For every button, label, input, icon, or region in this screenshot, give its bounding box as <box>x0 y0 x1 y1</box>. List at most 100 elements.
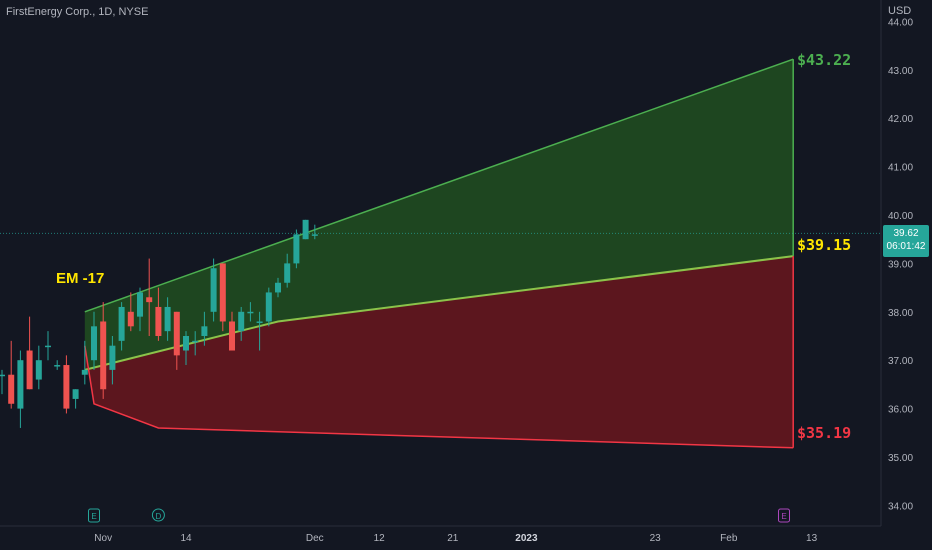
price-axis[interactable]: 34.00 35.00 36.00 37.00 38.00 39.00 40.00 41.00… <box>888 17 913 512</box>
candle <box>137 287 143 332</box>
x-tick-label: Dec <box>306 533 324 544</box>
candle <box>284 253 291 288</box>
candles-group <box>0 219 318 428</box>
candle-body <box>17 360 24 409</box>
candle <box>100 302 107 399</box>
candle-body <box>201 326 208 336</box>
y-tick-label: 42.00 <box>888 114 913 125</box>
candle-body <box>219 263 226 322</box>
candle <box>192 331 199 356</box>
mid-band-line <box>84 255 794 371</box>
y-tick-label: 43.00 <box>888 66 913 77</box>
event-marker[interactable]: E <box>88 508 100 523</box>
candle <box>17 350 24 428</box>
y-tick-label: 38.00 <box>888 308 913 319</box>
candle-body <box>192 340 199 343</box>
x-tick-label: 23 <box>650 533 662 544</box>
candle <box>275 277 281 298</box>
x-tick-label: 2023 <box>515 533 538 544</box>
candle <box>219 263 226 332</box>
last-price-tag: 39.62 06:01:42 <box>883 225 929 257</box>
candle <box>302 219 309 240</box>
candle-body <box>63 365 70 409</box>
upper-target-label: $43.22 <box>797 51 852 69</box>
candle <box>201 311 208 346</box>
candle <box>8 340 15 409</box>
y-tick-label: 34.00 <box>888 501 913 512</box>
candle-body <box>311 234 318 236</box>
x-tick-label: Feb <box>720 533 738 544</box>
y-tick-label: 41.00 <box>888 163 913 174</box>
candle <box>183 331 189 366</box>
candle-body <box>127 311 134 327</box>
candle-body <box>265 292 272 322</box>
candle <box>173 311 180 370</box>
candle-body <box>284 263 291 283</box>
lower-target-label: $35.19 <box>797 424 852 442</box>
candle <box>210 258 217 322</box>
upper-band-fill <box>84 59 794 370</box>
event-marker[interactable]: E <box>778 508 790 523</box>
candle-body <box>275 282 281 293</box>
candle <box>146 258 153 336</box>
candle <box>63 355 70 414</box>
candle-body <box>302 219 309 240</box>
event-marker[interactable]: D <box>151 508 165 522</box>
candle-body <box>183 336 189 351</box>
x-tick-label: 12 <box>374 533 386 544</box>
expected-move-bands <box>84 58 794 449</box>
candle-body <box>91 326 97 361</box>
candle <box>256 311 263 351</box>
candle-body <box>45 345 51 348</box>
x-tick-label: 14 <box>180 533 192 544</box>
event-label: E <box>781 512 786 521</box>
candle-body <box>164 306 171 332</box>
candle <box>54 360 61 370</box>
candle-body <box>109 345 116 370</box>
candle <box>155 287 162 341</box>
x-tick-label: 21 <box>447 533 459 544</box>
mid-target-label: $39.15 <box>797 236 852 254</box>
candle <box>118 302 125 351</box>
bar-countdown: 06:01:42 <box>886 241 926 252</box>
chart-title: FirstEnergy Corp., 1D, NYSE <box>6 6 149 18</box>
candle <box>0 369 5 395</box>
candle <box>109 336 116 385</box>
candle <box>91 311 97 370</box>
candle <box>293 229 300 269</box>
currency-label: USD <box>888 5 912 17</box>
lower-band-fill <box>84 256 794 448</box>
candle <box>35 345 42 390</box>
candle-body <box>8 374 15 404</box>
candle-body <box>173 311 180 356</box>
event-label: D <box>156 512 162 521</box>
candle <box>247 302 254 322</box>
candle <box>265 287 272 327</box>
x-tick-label: Nov <box>94 533 112 544</box>
candle-body <box>81 369 88 375</box>
candle <box>45 331 51 361</box>
y-tick-label: 39.00 <box>888 259 913 270</box>
upper-band-line <box>84 58 794 313</box>
candle <box>238 306 245 341</box>
candle-body <box>247 311 254 314</box>
candle <box>311 224 318 240</box>
candle <box>72 389 79 409</box>
y-tick-label: 44.00 <box>888 17 913 28</box>
candle <box>127 292 134 332</box>
last-price-value: 39.62 <box>893 228 919 239</box>
candle-body <box>100 321 107 390</box>
candle-body <box>54 365 61 367</box>
candle-body <box>0 374 5 377</box>
time-axis[interactable]: 17Nov14Dec1221202323Feb13 <box>0 533 818 544</box>
y-tick-label: 36.00 <box>888 405 913 416</box>
candle-body <box>72 389 79 399</box>
candle-body <box>26 350 33 390</box>
candle-body <box>137 292 143 317</box>
candle <box>81 340 88 385</box>
candle-body <box>35 360 42 380</box>
y-tick-label: 40.00 <box>888 211 913 222</box>
candle-body <box>210 268 217 312</box>
